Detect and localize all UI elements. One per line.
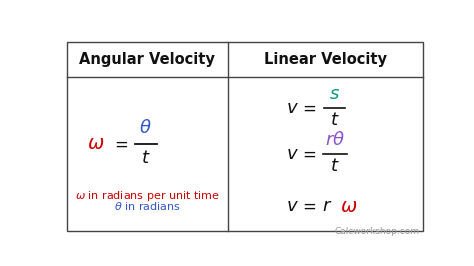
Text: $\mathit{s}$: $\mathit{s}$: [329, 85, 340, 103]
Text: $=$: $=$: [299, 99, 317, 117]
Text: $\mathit{r\theta}$: $\mathit{r\theta}$: [325, 131, 345, 149]
Text: $\mathit{\omega}$: $\mathit{\omega}$: [340, 197, 357, 215]
Text: $\mathit{v}$: $\mathit{v}$: [286, 99, 299, 117]
Text: $\mathit{\omega}$ in radians per unit time: $\mathit{\omega}$ in radians per unit ti…: [75, 189, 220, 203]
Text: $=$: $=$: [299, 145, 317, 163]
Text: $\mathit{t}$: $\mathit{t}$: [141, 149, 150, 167]
Text: $\mathit{\omega}$: $\mathit{\omega}$: [87, 134, 105, 153]
Text: $\mathit{\theta}$ in radians: $\mathit{\theta}$ in radians: [114, 200, 181, 212]
Text: Calcworkshop.com: Calcworkshop.com: [334, 227, 419, 236]
Text: Angular Velocity: Angular Velocity: [80, 52, 215, 67]
Text: $\mathit{t}$: $\mathit{t}$: [330, 157, 339, 176]
Text: Linear Velocity: Linear Velocity: [264, 52, 387, 67]
Text: $\mathit{v}$: $\mathit{v}$: [286, 145, 299, 163]
Text: $=$: $=$: [299, 197, 317, 215]
Text: $\mathit{\theta}$: $\mathit{\theta}$: [139, 119, 152, 137]
Text: $\mathit{r}$: $\mathit{r}$: [322, 197, 333, 215]
Text: $=$: $=$: [111, 135, 128, 152]
Text: $\mathit{t}$: $\mathit{t}$: [330, 111, 339, 129]
Text: $\mathit{v}$: $\mathit{v}$: [286, 197, 299, 215]
